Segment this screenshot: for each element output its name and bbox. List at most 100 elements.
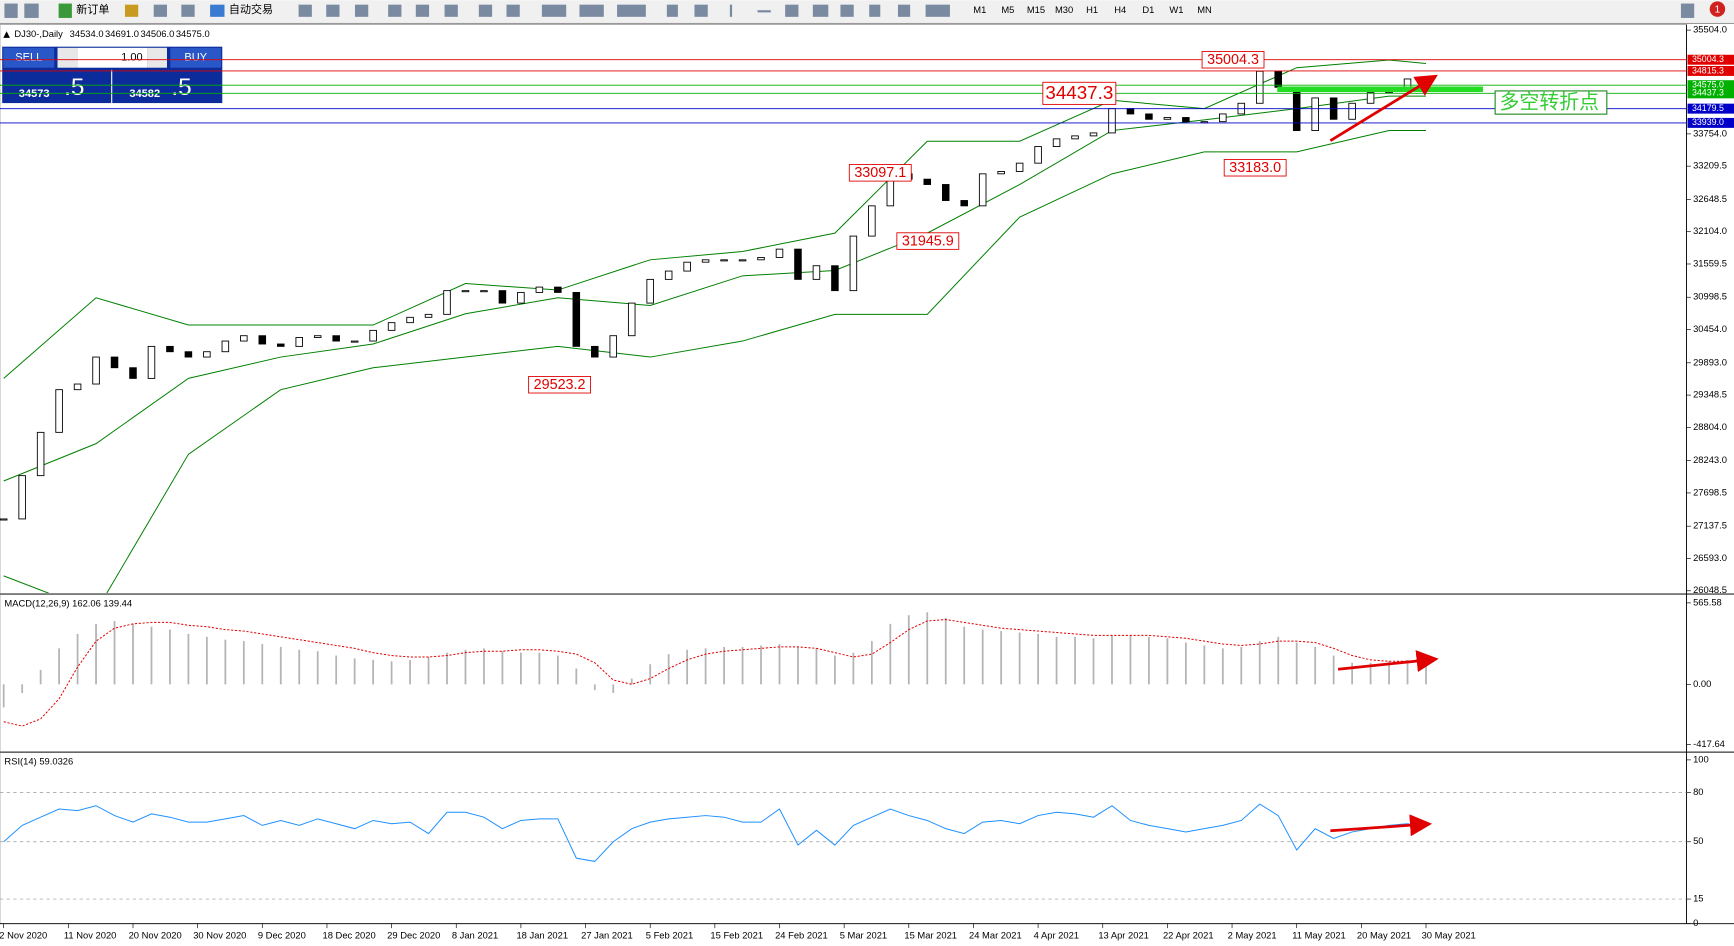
sell-price-fraction[interactable]: .5 xyxy=(64,74,84,101)
candle xyxy=(424,313,433,318)
icon[interactable] xyxy=(840,4,854,17)
icon[interactable] xyxy=(812,4,829,17)
bollinger-upper xyxy=(3,59,1427,379)
candle xyxy=(313,335,322,338)
candle xyxy=(498,290,507,304)
timeframe-button[interactable]: M5 xyxy=(1001,4,1014,15)
icon[interactable] xyxy=(541,4,567,17)
timeframe-button[interactable]: M30 xyxy=(1055,4,1073,15)
x-tick-label: 24 Mar 2021 xyxy=(969,929,1022,940)
lot-down[interactable] xyxy=(57,47,78,68)
icon[interactable] xyxy=(354,4,369,17)
lot-size[interactable]: 1.00 xyxy=(121,52,143,64)
notification-badge[interactable] xyxy=(1709,1,1726,17)
buy-price[interactable]: 34582 xyxy=(129,88,160,100)
icon[interactable] xyxy=(617,4,646,17)
candle xyxy=(0,518,8,521)
sell-label[interactable]: SELL xyxy=(15,52,42,64)
icon[interactable] xyxy=(579,4,604,17)
candle xyxy=(664,270,673,280)
timeframe-button[interactable]: M1 xyxy=(973,4,986,15)
price-level-box xyxy=(1687,65,1734,76)
macd-bar xyxy=(113,620,116,685)
macd-bar xyxy=(520,652,522,685)
lot-up[interactable] xyxy=(147,47,167,68)
sell-button[interactable] xyxy=(3,47,55,68)
timeframe-button[interactable]: MN xyxy=(1197,4,1212,15)
icon[interactable] xyxy=(785,4,799,17)
macd-bar xyxy=(981,629,984,685)
x-tick-label: 11 Nov 2020 xyxy=(64,929,116,940)
auto-trade-button[interactable]: 自动交易 xyxy=(229,2,273,16)
macd-bar xyxy=(1148,636,1150,685)
macd-bar xyxy=(556,655,559,685)
trend-arrow xyxy=(1337,650,1439,673)
y-tick-label: 26593.0 xyxy=(1693,552,1727,563)
icon[interactable] xyxy=(388,4,402,17)
icon[interactable] xyxy=(729,4,733,17)
collapse-icon[interactable] xyxy=(3,31,10,38)
candle xyxy=(1182,117,1190,123)
candle xyxy=(1052,138,1061,147)
macd-bar xyxy=(741,646,744,685)
icon[interactable] xyxy=(326,4,340,17)
y-tick-label: 27137.5 xyxy=(1693,520,1727,531)
x-tick-label: 15 Feb 2021 xyxy=(710,929,763,940)
buy-button[interactable] xyxy=(170,47,222,68)
x-tick-label: 29 Dec 2020 xyxy=(387,929,440,940)
y-tick-label: 27698.5 xyxy=(1693,486,1727,497)
candle xyxy=(701,259,710,263)
macd-bar xyxy=(907,615,910,685)
price-annotation: 35004.3 xyxy=(1207,52,1259,68)
candle xyxy=(240,335,248,342)
buy-label[interactable]: BUY xyxy=(184,52,207,64)
icon[interactable] xyxy=(478,4,493,17)
icon[interactable] xyxy=(897,4,911,17)
macd-bar xyxy=(1221,648,1224,685)
y-tick-label: 29348.5 xyxy=(1693,389,1727,400)
sell-price[interactable]: 34573 xyxy=(19,88,50,100)
macd-bar xyxy=(1240,646,1243,685)
search-icon[interactable] xyxy=(1680,3,1695,18)
candle xyxy=(1108,108,1116,134)
macd-bar xyxy=(150,626,153,685)
icon[interactable] xyxy=(694,4,708,17)
timeframe-button[interactable]: H1 xyxy=(1086,4,1098,15)
trend-arrow xyxy=(1330,814,1433,837)
macd-bar xyxy=(298,649,301,685)
timeframe-button[interactable]: W1 xyxy=(1169,4,1183,15)
icon[interactable] xyxy=(58,3,72,18)
icon[interactable] xyxy=(444,4,458,17)
candle xyxy=(166,345,174,353)
indicator-title: RSI(14) 59.0326 xyxy=(4,756,73,767)
timeframe-button[interactable]: H4 xyxy=(1114,4,1126,15)
candle xyxy=(609,335,618,358)
icon[interactable] xyxy=(506,4,520,17)
candle xyxy=(960,200,968,207)
icon[interactable] xyxy=(757,10,771,13)
icon[interactable] xyxy=(298,4,312,17)
icon[interactable] xyxy=(153,4,167,17)
buy-price-fraction[interactable]: .5 xyxy=(171,74,191,101)
candle xyxy=(18,475,26,520)
price-level-label: 34575.0 xyxy=(1692,80,1724,90)
icon[interactable] xyxy=(181,4,195,17)
icon[interactable] xyxy=(210,4,225,17)
lot-field[interactable] xyxy=(77,47,148,68)
timeframe-bar: M1 M5 M15 M30 H1 H4 D1 W1 MN xyxy=(973,4,1212,15)
candle xyxy=(831,265,839,292)
timeframe-button[interactable]: D1 xyxy=(1142,4,1154,15)
icon[interactable] xyxy=(4,3,18,18)
macd-bar xyxy=(39,669,42,685)
icon[interactable] xyxy=(124,4,139,17)
price-annotation: 31945.9 xyxy=(902,233,954,249)
timeframe-button[interactable]: M15 xyxy=(1027,4,1045,15)
icon[interactable] xyxy=(666,4,678,17)
icon[interactable] xyxy=(24,3,39,18)
new-order-button[interactable]: 新订单 xyxy=(76,2,109,16)
icon[interactable] xyxy=(925,4,950,17)
icon[interactable] xyxy=(869,4,881,17)
x-tick-label: 11 May 2021 xyxy=(1292,929,1346,940)
icon[interactable] xyxy=(415,4,430,17)
macd-bar xyxy=(187,633,190,685)
